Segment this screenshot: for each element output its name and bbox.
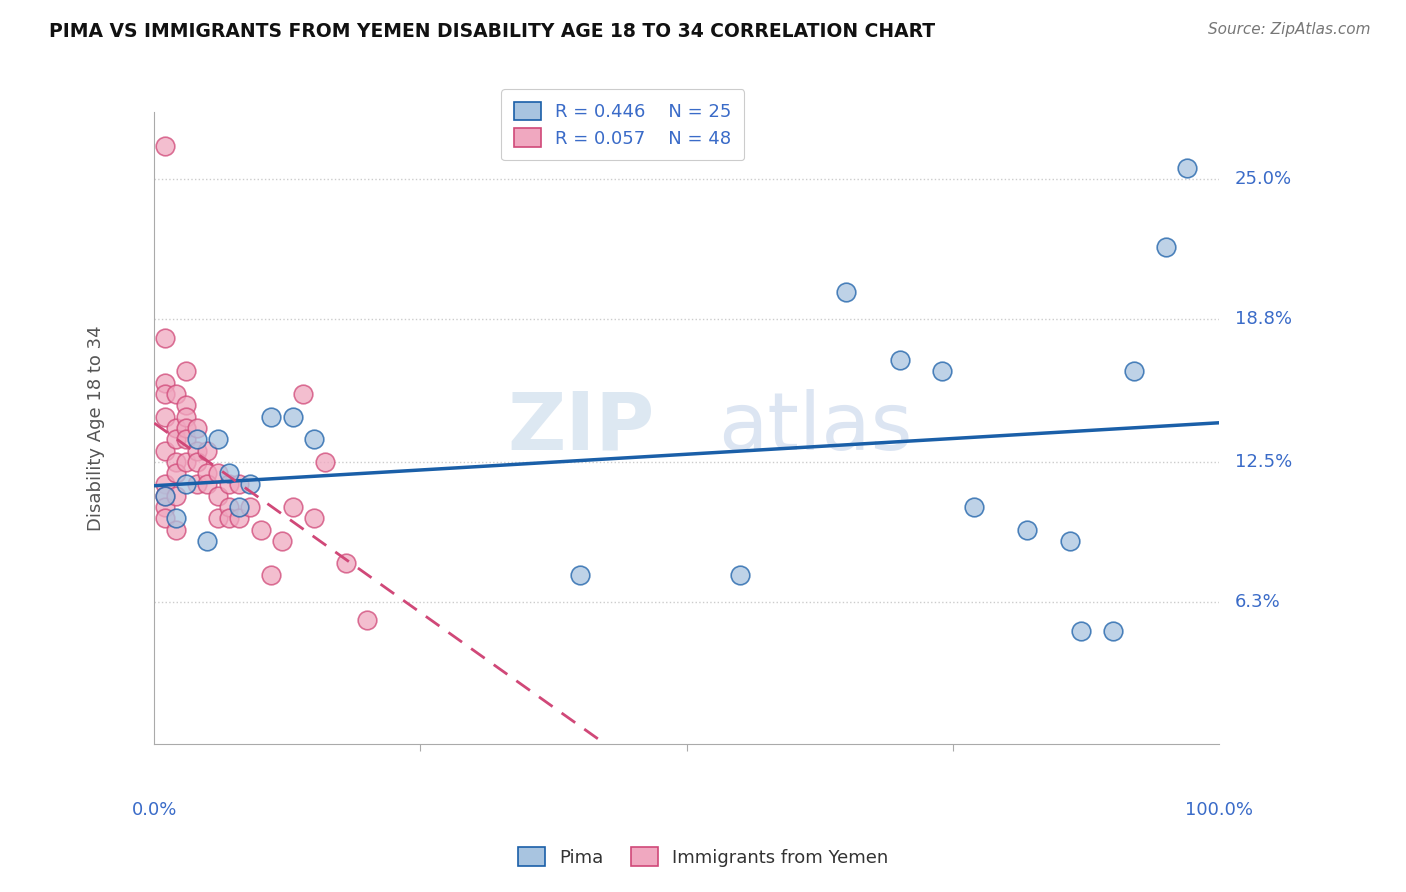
Point bbox=[1070, 624, 1092, 639]
Point bbox=[1122, 364, 1144, 378]
Point bbox=[186, 443, 208, 458]
Text: 100.0%: 100.0% bbox=[1185, 801, 1253, 819]
Point bbox=[963, 500, 986, 514]
Point bbox=[302, 511, 325, 525]
Text: 18.8%: 18.8% bbox=[1234, 310, 1292, 328]
Point bbox=[186, 477, 208, 491]
Text: PIMA VS IMMIGRANTS FROM YEMEN DISABILITY AGE 18 TO 34 CORRELATION CHART: PIMA VS IMMIGRANTS FROM YEMEN DISABILITY… bbox=[49, 22, 935, 41]
Point bbox=[197, 443, 219, 458]
Point bbox=[165, 432, 187, 446]
Point bbox=[174, 455, 197, 469]
Point bbox=[271, 533, 294, 548]
Point bbox=[153, 138, 176, 153]
Point bbox=[153, 387, 176, 401]
Point bbox=[165, 523, 187, 537]
Text: ZIP: ZIP bbox=[508, 389, 655, 467]
Point bbox=[174, 364, 197, 378]
Point bbox=[197, 477, 219, 491]
Point bbox=[239, 477, 262, 491]
Point bbox=[228, 477, 250, 491]
Point bbox=[218, 477, 240, 491]
Point bbox=[153, 500, 176, 514]
Legend: Pima, Immigrants from Yemen: Pima, Immigrants from Yemen bbox=[510, 840, 896, 874]
Text: atlas: atlas bbox=[718, 389, 912, 467]
Point bbox=[186, 432, 208, 446]
Point bbox=[197, 466, 219, 480]
Legend: R = 0.446    N = 25, R = 0.057    N = 48: R = 0.446 N = 25, R = 0.057 N = 48 bbox=[501, 89, 744, 161]
Text: Disability Age 18 to 34: Disability Age 18 to 34 bbox=[87, 325, 104, 531]
Point bbox=[1059, 533, 1081, 548]
Point bbox=[186, 455, 208, 469]
Point bbox=[728, 567, 751, 582]
Point bbox=[931, 364, 953, 378]
Point bbox=[153, 443, 176, 458]
Text: 25.0%: 25.0% bbox=[1234, 170, 1292, 188]
Point bbox=[153, 376, 176, 390]
Point bbox=[239, 500, 262, 514]
Point bbox=[835, 285, 858, 300]
Point bbox=[174, 421, 197, 435]
Point bbox=[153, 330, 176, 344]
Point bbox=[889, 353, 911, 368]
Point bbox=[228, 500, 250, 514]
Point bbox=[174, 398, 197, 412]
Point bbox=[174, 477, 197, 491]
Point bbox=[197, 533, 219, 548]
Point bbox=[207, 466, 229, 480]
Point bbox=[207, 489, 229, 503]
Text: 12.5%: 12.5% bbox=[1234, 453, 1292, 471]
Point bbox=[335, 557, 357, 571]
Point bbox=[165, 489, 187, 503]
Point bbox=[153, 409, 176, 424]
Point bbox=[165, 421, 187, 435]
Point bbox=[186, 421, 208, 435]
Point bbox=[292, 387, 315, 401]
Point bbox=[207, 432, 229, 446]
Point bbox=[1175, 161, 1198, 176]
Point bbox=[302, 432, 325, 446]
Point bbox=[281, 500, 304, 514]
Text: 0.0%: 0.0% bbox=[132, 801, 177, 819]
Point bbox=[153, 511, 176, 525]
Point bbox=[218, 466, 240, 480]
Point bbox=[569, 567, 592, 582]
Point bbox=[165, 455, 187, 469]
Point bbox=[174, 409, 197, 424]
Point bbox=[174, 432, 197, 446]
Point bbox=[1101, 624, 1123, 639]
Point bbox=[249, 523, 271, 537]
Point bbox=[153, 489, 176, 503]
Point bbox=[153, 477, 176, 491]
Point bbox=[314, 455, 336, 469]
Point bbox=[165, 466, 187, 480]
Point bbox=[1154, 240, 1177, 254]
Point bbox=[218, 500, 240, 514]
Point bbox=[260, 409, 283, 424]
Point bbox=[218, 511, 240, 525]
Point bbox=[228, 511, 250, 525]
Point bbox=[153, 489, 176, 503]
Point bbox=[1017, 523, 1039, 537]
Point bbox=[281, 409, 304, 424]
Point bbox=[165, 511, 187, 525]
Point bbox=[207, 511, 229, 525]
Point bbox=[165, 387, 187, 401]
Text: Source: ZipAtlas.com: Source: ZipAtlas.com bbox=[1208, 22, 1371, 37]
Point bbox=[260, 567, 283, 582]
Point bbox=[356, 613, 378, 627]
Text: 6.3%: 6.3% bbox=[1234, 593, 1281, 611]
